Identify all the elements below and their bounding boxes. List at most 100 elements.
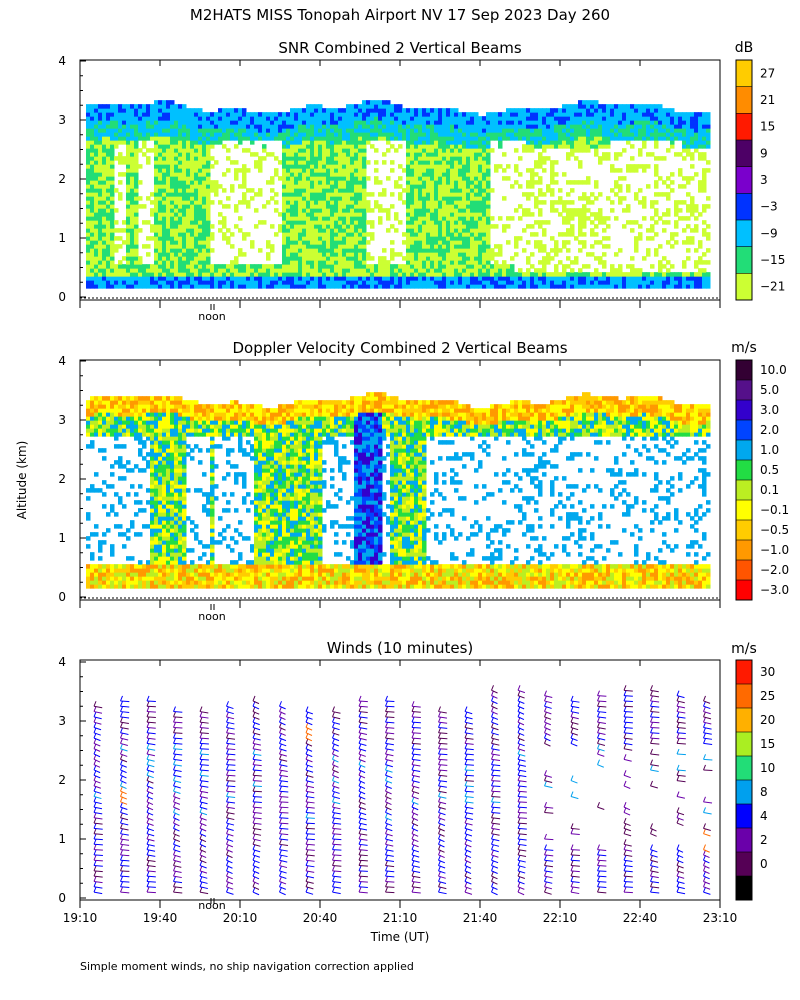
heatmap-cell	[394, 108, 399, 113]
heatmap-cell	[154, 252, 159, 257]
heatmap-cell	[542, 280, 547, 285]
heatmap-cell	[470, 132, 475, 137]
heatmap-cell	[418, 268, 423, 273]
heatmap-cell	[422, 232, 427, 237]
heatmap-cell	[266, 268, 271, 273]
heatmap-cell	[194, 260, 199, 265]
heatmap-cell	[118, 152, 123, 157]
heatmap-cell	[630, 144, 635, 149]
heatmap-cell	[150, 108, 155, 113]
heatmap-cell	[482, 120, 487, 125]
heatmap-cell	[598, 124, 603, 129]
heatmap-cell	[686, 120, 691, 125]
heatmap-cell	[610, 124, 615, 129]
heatmap-cell	[118, 244, 123, 249]
heatmap-cell	[310, 264, 315, 269]
heatmap-cell	[566, 144, 571, 149]
heatmap-cell	[610, 132, 615, 137]
heatmap-cell	[494, 224, 499, 229]
heatmap-cell	[158, 276, 163, 281]
heatmap-cell	[470, 184, 475, 189]
heatmap-cell	[578, 228, 583, 233]
heatmap-cell	[294, 204, 299, 209]
heatmap-cell	[322, 184, 327, 189]
heatmap-cell	[130, 184, 135, 189]
heatmap-cell	[202, 252, 207, 257]
heatmap-cell	[234, 172, 239, 177]
heatmap-cell	[534, 244, 539, 249]
heatmap-cell	[462, 188, 467, 193]
heatmap-cell	[186, 260, 191, 265]
heatmap-cell	[634, 240, 639, 245]
heatmap-cell	[258, 124, 263, 129]
heatmap-cell	[318, 120, 323, 125]
heatmap-cell	[106, 236, 111, 241]
heatmap-cell	[202, 136, 207, 141]
heatmap-cell	[410, 124, 415, 129]
heatmap-cell	[122, 128, 127, 133]
heatmap-cell	[446, 120, 451, 125]
heatmap-cell	[134, 256, 139, 261]
heatmap-cell	[570, 152, 575, 157]
heatmap-cell	[562, 200, 567, 205]
heatmap-cell	[510, 108, 515, 113]
heatmap-cell	[394, 148, 399, 153]
heatmap-cell	[198, 212, 203, 217]
heatmap-cell	[454, 148, 459, 153]
heatmap-cell	[370, 112, 375, 117]
heatmap-cell	[538, 136, 543, 141]
heatmap-cell	[294, 148, 299, 153]
heatmap-cell	[434, 260, 439, 265]
heatmap-cell	[226, 108, 231, 113]
heatmap-cell	[298, 136, 303, 141]
heatmap-cell	[434, 144, 439, 149]
heatmap-cell	[290, 216, 295, 221]
heatmap-cell	[650, 116, 655, 121]
heatmap-cell	[274, 128, 279, 133]
heatmap-cell	[322, 196, 327, 201]
heatmap-cell	[258, 156, 263, 161]
heatmap-cell	[414, 220, 419, 225]
heatmap-cell	[234, 168, 239, 173]
heatmap-cell	[174, 208, 179, 213]
heatmap-cell	[330, 108, 335, 113]
heatmap-cell	[158, 224, 163, 229]
heatmap-cell	[406, 152, 411, 157]
heatmap-cell	[582, 196, 587, 201]
heatmap-cell	[418, 180, 423, 185]
heatmap-cell	[674, 240, 679, 245]
heatmap-cell	[294, 160, 299, 165]
heatmap-cell	[98, 200, 103, 205]
heatmap-cell	[118, 236, 123, 241]
heatmap-cell	[610, 200, 615, 205]
heatmap-cell	[122, 140, 127, 145]
heatmap-cell	[594, 216, 599, 221]
heatmap-cell	[194, 108, 199, 113]
heatmap-cell	[114, 140, 119, 145]
heatmap-cell	[194, 252, 199, 257]
heatmap-cell	[466, 272, 471, 277]
heatmap-cell	[346, 152, 351, 157]
heatmap-cell	[546, 252, 551, 257]
heatmap-cell	[434, 136, 439, 141]
heatmap-cell	[446, 152, 451, 157]
heatmap-cell	[482, 280, 487, 285]
heatmap-cell	[254, 164, 259, 169]
heatmap-cell	[306, 196, 311, 201]
heatmap-cell	[102, 208, 107, 213]
heatmap-cell	[550, 200, 555, 205]
heatmap-cell	[406, 108, 411, 113]
heatmap-cell	[238, 200, 243, 205]
heatmap-cell	[458, 184, 463, 189]
heatmap-cell	[546, 156, 551, 161]
heatmap-cell	[98, 108, 103, 113]
heatmap-cell	[310, 284, 315, 289]
heatmap-cell	[150, 136, 155, 141]
heatmap-cell	[630, 228, 635, 233]
heatmap-cell	[442, 276, 447, 281]
heatmap-cell	[290, 268, 295, 273]
heatmap-cell	[354, 176, 359, 181]
heatmap-cell	[582, 124, 587, 129]
heatmap-cell	[134, 244, 139, 249]
heatmap-cell	[158, 124, 163, 129]
